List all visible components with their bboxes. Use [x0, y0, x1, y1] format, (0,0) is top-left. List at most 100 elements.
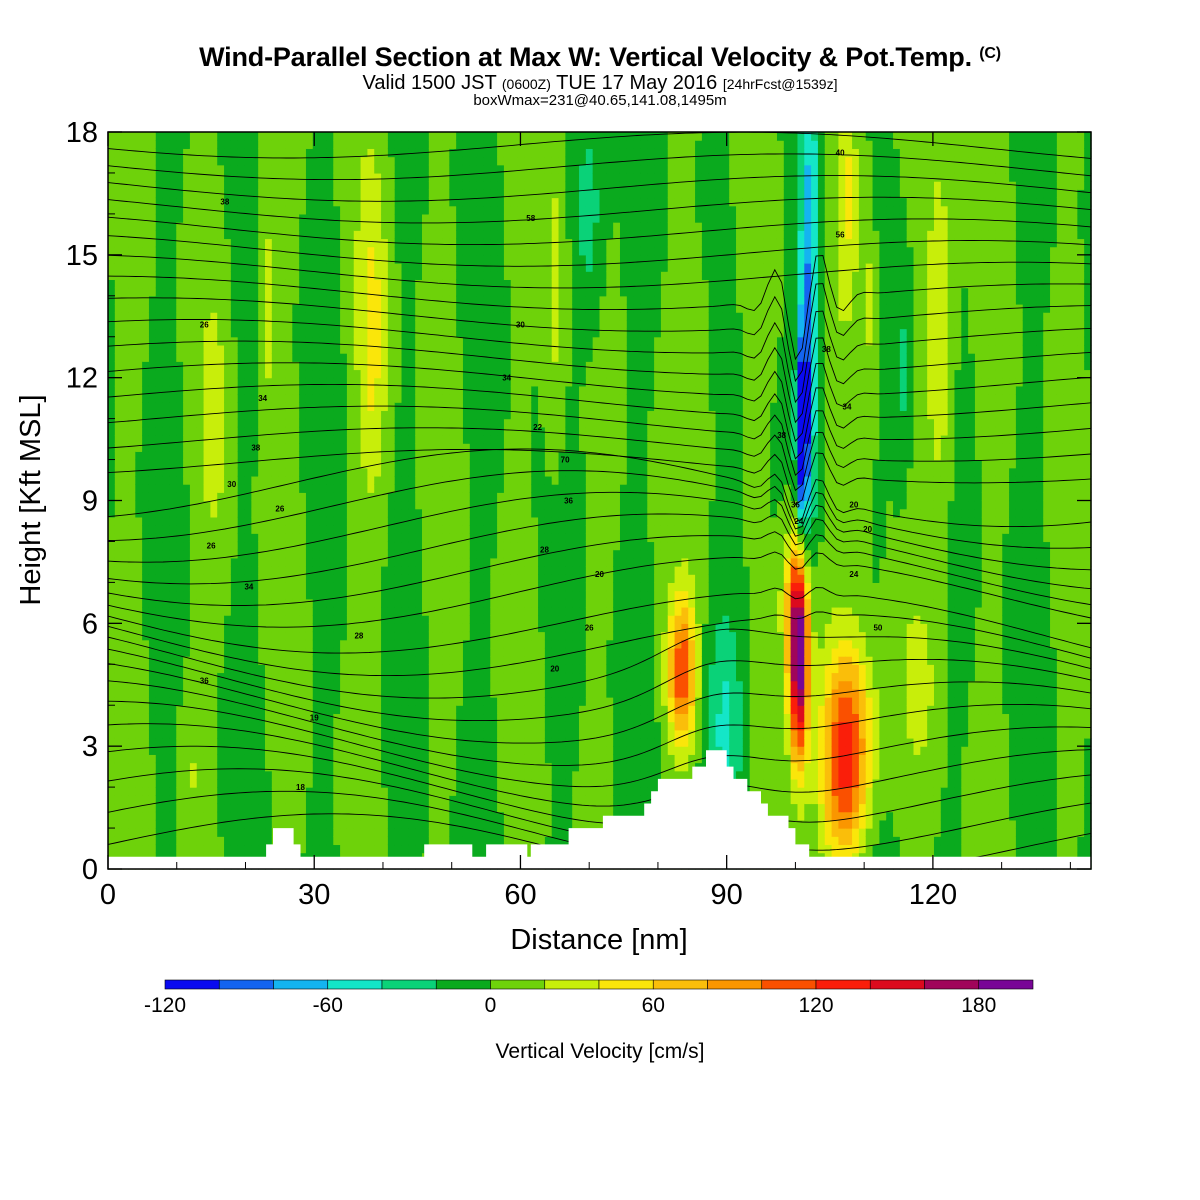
velocity-cell: [292, 688, 300, 698]
velocity-cell: [305, 459, 314, 469]
velocity-cell: [135, 197, 143, 207]
velocity-cell: [135, 369, 143, 379]
velocity-cell: [292, 525, 300, 534]
velocity-cell: [401, 844, 409, 854]
velocity-cell: [244, 402, 252, 412]
velocity-cell: [196, 582, 205, 592]
velocity-cell: [169, 836, 177, 846]
velocity-cell: [476, 418, 485, 428]
chart-subtitle: Valid 1500 JST (0600Z) TUE 17 May 2016 […: [0, 72, 1200, 95]
velocity-cell: [169, 279, 177, 289]
velocity-cell: [189, 181, 198, 190]
velocity-cell: [230, 713, 239, 723]
velocity-cell: [142, 238, 150, 248]
velocity-cell: [333, 606, 341, 616]
velocity-cell: [299, 713, 307, 723]
velocity-cell: [142, 729, 150, 739]
velocity-cell: [428, 279, 437, 289]
velocity-cell: [237, 697, 246, 706]
velocity-cell: [394, 819, 403, 829]
velocity-cell: [326, 787, 334, 796]
velocity-cell: [292, 328, 300, 338]
velocity-cell: [312, 484, 321, 493]
velocity-cell: [340, 557, 348, 567]
velocity-cell: [449, 623, 457, 633]
velocity-cell: [299, 164, 307, 174]
velocity-cell: [278, 795, 287, 805]
velocity-cell: [237, 598, 246, 608]
velocity-cell: [114, 582, 123, 592]
velocity-cell: [224, 238, 232, 248]
velocity-cell: [230, 246, 239, 256]
velocity-cell: [244, 819, 252, 829]
velocity-cell: [476, 222, 485, 231]
velocity-cell: [183, 132, 191, 141]
velocity-cell: [340, 729, 348, 739]
velocity-cell: [469, 778, 478, 788]
velocity-cell: [305, 746, 314, 755]
velocity-cell: [415, 705, 423, 715]
velocity-cell: [394, 500, 403, 510]
velocity-cell: [346, 246, 355, 256]
velocity-cell: [278, 475, 287, 485]
velocity-cell: [367, 320, 375, 330]
velocity-cell: [374, 344, 382, 354]
velocity-cell: [237, 516, 246, 526]
velocity-cell: [367, 541, 375, 551]
velocity-cell: [217, 197, 225, 207]
velocity-cell: [408, 254, 416, 264]
velocity-cell: [326, 525, 334, 534]
velocity-cell: [217, 639, 225, 649]
velocity-cell: [456, 213, 464, 223]
velocity-cell: [189, 492, 198, 502]
velocity-cell: [258, 606, 266, 616]
velocity-cell: [312, 148, 321, 158]
velocity-cell: [169, 312, 177, 321]
velocity-cell: [428, 697, 437, 706]
velocity-cell: [210, 459, 218, 469]
velocity-cell: [142, 172, 150, 182]
velocity-cell: [108, 369, 116, 379]
velocity-cell: [435, 328, 444, 338]
velocity-cell: [135, 263, 143, 272]
velocity-cell: [169, 737, 177, 747]
velocity-cell: [230, 213, 239, 223]
velocity-cell: [415, 836, 423, 846]
velocity-cell: [462, 467, 471, 477]
velocity-cell: [155, 762, 164, 772]
velocity-cell: [462, 492, 471, 502]
velocity-cell: [265, 533, 273, 543]
velocity-cell: [428, 418, 437, 428]
velocity-cell: [312, 279, 321, 289]
velocity-cell: [435, 566, 444, 575]
velocity-cell: [333, 721, 341, 731]
velocity-cell: [114, 394, 123, 403]
velocity-cell: [176, 377, 184, 387]
velocity-cell: [189, 164, 198, 174]
velocity-cell: [258, 410, 266, 420]
velocity-cell: [476, 582, 485, 592]
velocity-cell: [469, 459, 478, 469]
velocity-cell: [394, 516, 403, 526]
velocity-cell: [360, 222, 369, 231]
velocity-cell: [148, 132, 157, 141]
velocity-cell: [442, 238, 450, 248]
velocity-cell: [292, 148, 300, 158]
velocity-cell: [353, 279, 362, 289]
velocity-cell: [142, 410, 150, 420]
velocity-cell: [114, 344, 123, 354]
velocity-cell: [189, 697, 198, 706]
velocity-cell: [135, 713, 143, 723]
velocity-cell: [128, 377, 136, 387]
velocity-cell: [237, 787, 246, 796]
velocity-cell: [374, 606, 382, 616]
velocity-cell: [346, 795, 355, 805]
velocity-cell: [135, 295, 143, 305]
velocity-cell: [155, 385, 164, 395]
velocity-cell: [483, 680, 491, 690]
velocity-cell: [224, 467, 232, 477]
velocity-cell: [299, 705, 307, 715]
velocity-cell: [374, 844, 382, 854]
velocity-cell: [387, 467, 396, 477]
velocity-cell: [340, 377, 348, 387]
